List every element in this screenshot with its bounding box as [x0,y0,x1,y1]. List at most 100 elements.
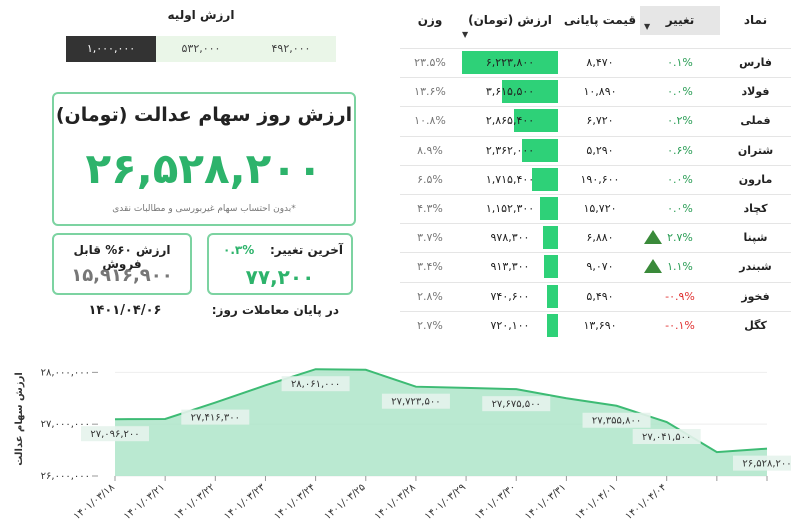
value-bar [546,284,558,308]
value-bar [542,226,558,250]
line [114,368,768,454]
row-line [400,135,791,137]
column-header[interactable]: تغییر [640,6,720,35]
options: ۱,۰۰۰,۰۰۰ ۵۳۲,۰۰۰ ۴۹۲,۰۰۰ [66,36,336,62]
table-cell: ۶,۸۸۰ [586,231,614,245]
change-cell: ۲.۷% [667,231,693,245]
y-tick-label: ۲۷,۰۰۰,۰۰۰ [41,419,90,430]
x-tick-label: ۱۴۰۱/۰۴/۰۴ [623,482,668,522]
table-cell: فملی [740,114,771,128]
table-cell: ۱۳.۶% [414,85,446,99]
table-cell: ۳.۷% [417,231,443,245]
table-cell: ۹,۰۷۰ [586,260,614,274]
date-label: در پایان معاملات روز: [211,303,339,317]
label-box [281,376,350,392]
change-cell: ۰.۰% [667,172,693,186]
y-tick-label: ۲۸,۰۰۰,۰۰۰ [41,367,90,378]
table-cell: کگل [744,318,767,332]
table-cell: ۶.۵% [417,172,443,186]
x-tick-label: ۱۴۰۱/۰۳/۳۰ [473,482,518,522]
change-cell: ۰.۲% [667,114,693,128]
table-cell: ۱۰,۸۹۰ [583,85,617,99]
table-cell: ۷۴۰,۶۰۰ [490,289,530,303]
data-label: ۲۶,۵۲۸,۲۰۰ [742,459,791,470]
table-cell: ۲۳.۵% [414,56,446,69]
change-percent: ۰.۳% [223,243,255,257]
table-cell: فارس [739,56,772,69]
data-label: ۲۷,۰۴۱,۵۰۰ [642,432,691,443]
row-line [400,310,791,312]
row-line [400,164,791,166]
data-label: ۲۸,۰۶۱,۰۰۰ [291,379,340,390]
table-cell: ۶,۷۲۰ [586,114,614,128]
value-bar [540,197,558,220]
value-bar [513,109,558,133]
column-header[interactable]: نماد [743,13,768,27]
table-cell: ۳,۶۱۵,۵۰۰ [485,85,535,99]
column-header[interactable]: قیمت پایانی [563,13,637,27]
x-tick-label: ۱۴۰۱/۰۳/۲۲ [172,482,217,522]
table-cell: ۷۲۰,۱۰۰ [490,318,530,332]
change-cell: -۰.۱% [665,318,695,332]
data-label: ۲۷,۷۲۳,۵۰۰ [391,397,440,408]
table-cell: ۲.۷% [417,318,443,332]
table-cell: ۱۹۰,۶۰۰ [580,172,620,186]
table-cell: ۲,۳۶۲,۰۰۰ [485,143,535,157]
value-bar [546,313,558,337]
row-line [400,48,791,49]
table-cell: شبندر [739,260,772,274]
data-label: ۲۷,۶۷۵,۵۰۰ [492,399,541,410]
up-icon [644,230,662,245]
table-cell: ۸.۹% [417,143,443,157]
x-tick-label: ۱۴۰۱/۰۳/۱۸ [72,481,118,522]
value-bar [543,255,558,279]
sellable-label: ارزش ۶۰% قابل فروش [73,243,171,271]
table-cell: شپنا [743,231,768,245]
label-box [733,455,791,471]
change-label: آخرین تغییر: [269,243,343,257]
sellable-card: ارزش ۶۰% قابل فروش ۱۵,۹۱۶,۹۰۰ [52,233,192,295]
change-cell: -۰.۹% [665,289,695,303]
table: نماد تغییر قیمت پایانی ارزش (تومان) وزن ▼ ▼ فار… [400,0,791,340]
table-cell: ۹۱۳,۳۰۰ [490,260,530,274]
option-button[interactable]: ۴۹۲,۰۰۰ [246,36,336,62]
label-box [81,426,149,442]
table-cell: ۱۰.۸% [414,114,446,128]
data-label: ۲۷,۰۹۶,۲۰۰ [90,429,139,440]
row-line [400,252,791,254]
y-axis-label: ارزش سهام عدالت [14,372,25,466]
table-cell: ۶,۲۲۳,۸۰۰ [485,56,535,69]
sort-arrow: ▼ [644,22,651,31]
value-bar [502,80,558,104]
row-line [400,77,791,79]
row-line [400,223,791,225]
value-card: ارزش روز سهام عدالت (تومان) ۲۶,۵۲۸,۲۰۰ *… [52,92,356,226]
x-tick-label: ۱۴۰۱/۰۴/۰۱ [573,482,618,522]
x-tick-label: ۱۴۰۱/۰۳/۲۱ [122,482,167,522]
table-cell: ۳.۴% [417,260,443,274]
data-label: ۲۷,۴۱۶,۳۰۰ [191,413,240,424]
column-header[interactable]: ارزش (تومان) [468,13,552,27]
table-cell: فخوز [741,289,770,303]
table-cell: ۱۳,۶۹۰ [583,318,617,332]
table-cell: ۱۵,۷۲۰ [583,202,617,215]
x-tick-label: ۱۴۰۱/۰۳/۲۹ [423,482,468,522]
option-button[interactable]: ۵۳۲,۰۰۰ [156,36,246,62]
chart: ۲۶,۰۰۰,۰۰۰ ۲۷,۰۰۰,۰۰۰ ۲۸,۰۰۰,۰۰۰ ارزش سهام … [14,367,791,522]
value-bar [531,167,558,191]
label-box [632,429,701,445]
card-note: *بدون احتساب سهام غیربورسی و مطالبات نقد… [112,204,296,214]
option-button[interactable]: ۱,۰۰۰,۰۰۰ [66,36,156,62]
data-label: ۲۷,۳۵۵,۸۰۰ [592,416,641,427]
table-cell: فولاد [741,85,770,99]
change-cell: ۰.۶% [667,143,693,157]
area [115,369,767,476]
card-title: ارزش روز سهام عدالت (تومان) [55,104,353,126]
y-tick-label: ۲۶,۰۰۰,۰۰۰ [41,471,90,482]
column-header[interactable]: وزن [417,13,443,27]
change-value: ۷۷,۲۰۰ [245,265,315,289]
change-cell: ۰.۱% [667,56,693,69]
sort-arrow: ▼ [462,30,469,39]
row-line [400,106,791,108]
